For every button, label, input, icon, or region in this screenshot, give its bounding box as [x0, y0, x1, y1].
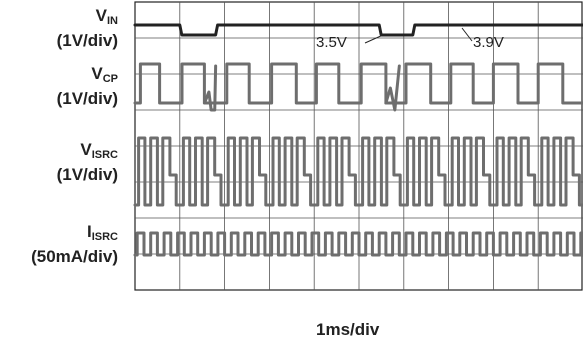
annotation-3v9: 3.9V [473, 34, 504, 51]
trace-vin [133, 23, 583, 37]
annotation-leader-3v5 [364, 34, 384, 44]
channel-label-vcp: VCP (1V/div) [56, 64, 118, 108]
annotation-leader-3v9 [461, 27, 473, 42]
trace-visrc [133, 136, 583, 207]
channel-label-isrc: IISRC (50mA/div) [31, 222, 118, 266]
channel-label-visrc: VISRC (1V/div) [56, 140, 118, 184]
trace-iisrc [133, 231, 583, 257]
x-axis-label: 1ms/div [316, 320, 380, 339]
annotation-3v5: 3.5V [316, 34, 347, 51]
trace-vcp-glitch-2 [384, 64, 401, 112]
trace-vcp [133, 62, 583, 105]
channel-label-vin: VIN (1V/div) [56, 6, 118, 50]
trace-vcp-glitch-1 [202, 64, 218, 112]
